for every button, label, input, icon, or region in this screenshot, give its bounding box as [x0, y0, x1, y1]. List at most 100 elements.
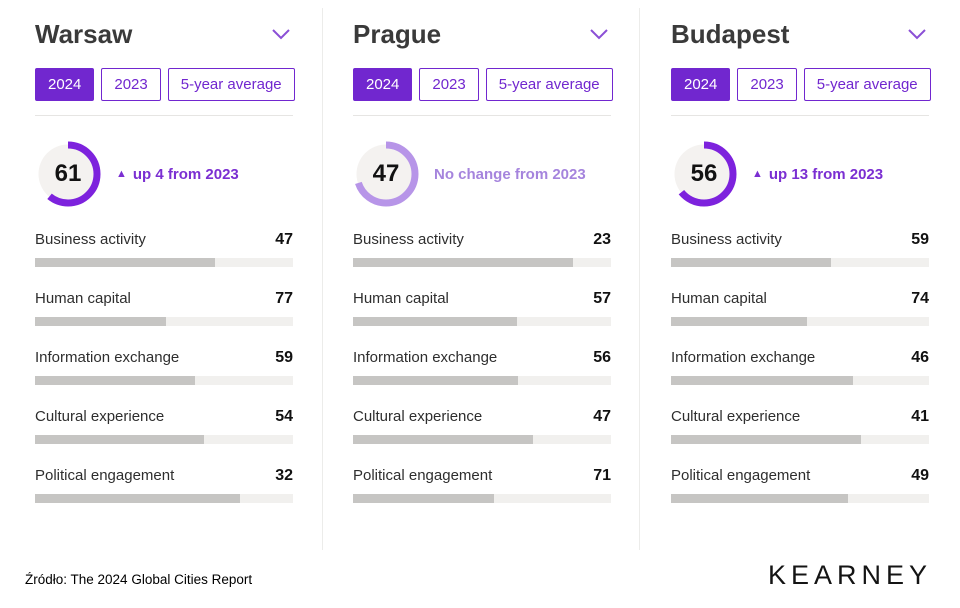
metric-label: Cultural experience — [353, 408, 483, 425]
score-change-text: up 4 from 2023 — [132, 165, 239, 183]
metric-bar-fill — [353, 376, 519, 385]
score-change-text: No change from 2023 — [434, 165, 586, 183]
period-tabs: 2024 2023 5-year average — [35, 68, 295, 101]
tab-2024[interactable]: 2024 — [353, 68, 413, 101]
metric-value: 54 — [275, 408, 293, 425]
tab-2024[interactable]: 2024 — [35, 68, 95, 101]
period-tabs: 2024 2023 5-year average — [353, 68, 613, 101]
metric-label: Human capital — [353, 290, 449, 307]
score-change-text: up 13 from 2023 — [768, 165, 884, 183]
metric-bar — [353, 317, 611, 326]
metric-bar — [671, 258, 929, 267]
metric-label: Human capital — [671, 290, 767, 307]
metric-row: Business activity 59 — [671, 231, 929, 267]
divider — [671, 115, 929, 116]
metric-label: Political engagement — [671, 467, 811, 484]
tab-5-year-average[interactable]: 5-year average — [167, 68, 295, 101]
tab-2023[interactable]: 2023 — [419, 68, 479, 101]
metric-value: 41 — [911, 408, 929, 425]
metric-label: Business activity — [671, 231, 782, 248]
kearney-logo: KEARNEY — [767, 560, 932, 590]
city-panel-prague: Prague 2024 2023 5-year average 47 — [353, 16, 613, 503]
divider — [35, 115, 293, 116]
source-note: Źródło: The 2024 Global Cities Report — [25, 572, 253, 587]
tab-2023[interactable]: 2023 — [101, 68, 161, 101]
metric-label: Political engagement — [353, 467, 493, 484]
city-panel-budapest: Budapest 2024 2023 5-year average 56 — [671, 16, 931, 503]
metric-row: Cultural experience 47 — [353, 408, 611, 444]
metric-row: Information exchange 46 — [671, 349, 929, 385]
city-title: Warsaw — [35, 18, 133, 49]
metric-value: 77 — [275, 290, 293, 307]
metric-bar-fill — [353, 435, 534, 444]
metric-label: Information exchange — [671, 349, 816, 366]
panel-divider — [639, 8, 640, 550]
score-row: 47 No change from 2023 — [353, 140, 611, 208]
metric-label: Business activity — [35, 231, 146, 248]
tab-5-year-average[interactable]: 5-year average — [803, 68, 931, 101]
metric-bar — [671, 494, 929, 503]
metric-bar — [35, 376, 293, 385]
chevron-down-icon[interactable] — [587, 24, 611, 44]
chevron-down-icon[interactable] — [269, 24, 293, 44]
metric-bar-fill — [671, 494, 848, 503]
metric-value: 59 — [911, 231, 929, 248]
metric-bar — [671, 317, 929, 326]
metric-bar-fill — [353, 258, 574, 267]
metric-bar-fill — [671, 376, 853, 385]
metric-value: 59 — [275, 349, 293, 366]
metric-row: Human capital 57 — [353, 290, 611, 326]
metric-row: Political engagement 49 — [671, 467, 929, 503]
chevron-down-icon[interactable] — [905, 24, 929, 44]
score-row: 56 ▲ up 13 from 2023 — [671, 140, 929, 208]
metric-bar — [353, 258, 611, 267]
score-change: ▲ up 13 from 2023 — [752, 166, 883, 183]
score-gauge: 47 — [353, 141, 419, 207]
up-triangle-icon: ▲ — [752, 168, 763, 180]
metric-bar — [35, 258, 293, 267]
metric-label: Cultural experience — [35, 408, 165, 425]
score-value: 56 — [690, 160, 718, 187]
score-change: ▲ up 4 from 2023 — [116, 166, 239, 183]
metric-row: Political engagement 71 — [353, 467, 611, 503]
metric-label: Business activity — [353, 231, 464, 248]
metric-label: Human capital — [35, 290, 131, 307]
score-value: 61 — [54, 160, 82, 187]
score-value: 47 — [372, 160, 400, 187]
metric-value: 74 — [911, 290, 929, 307]
city-selector-budapest[interactable]: Budapest — [671, 16, 929, 52]
score-gauge: 61 — [35, 141, 101, 207]
metric-row: Human capital 74 — [671, 290, 929, 326]
metric-bar — [353, 435, 611, 444]
metric-bar — [353, 494, 611, 503]
score-gauge: 56 — [671, 141, 737, 207]
period-tabs: 2024 2023 5-year average — [671, 68, 931, 101]
metric-bar-fill — [671, 258, 832, 267]
metric-row: Political engagement 32 — [35, 467, 293, 503]
tab-2024[interactable]: 2024 — [671, 68, 731, 101]
city-selector-prague[interactable]: Prague — [353, 16, 611, 52]
metric-row: Human capital 77 — [35, 290, 293, 326]
tab-2023[interactable]: 2023 — [737, 68, 797, 101]
score-row: 61 ▲ up 4 from 2023 — [35, 140, 293, 208]
metric-bar-fill — [671, 317, 807, 326]
divider — [353, 115, 611, 116]
metric-value: 32 — [275, 467, 293, 484]
city-title: Budapest — [671, 18, 790, 49]
metric-row: Information exchange 59 — [35, 349, 293, 385]
metric-bar-fill — [35, 317, 166, 326]
city-selector-warsaw[interactable]: Warsaw — [35, 16, 293, 52]
metric-bar-fill — [353, 494, 494, 503]
city-panel-warsaw: Warsaw 2024 2023 5-year average 61 — [35, 16, 295, 503]
metric-row: Information exchange 56 — [353, 349, 611, 385]
metric-bar — [35, 317, 293, 326]
metric-label: Information exchange — [353, 349, 498, 366]
tab-5-year-average[interactable]: 5-year average — [485, 68, 613, 101]
metric-bar-fill — [35, 258, 216, 267]
metric-bar — [35, 435, 293, 444]
metric-row: Cultural experience 41 — [671, 408, 929, 444]
metric-bar — [353, 376, 611, 385]
metric-bar — [671, 435, 929, 444]
metric-row: Business activity 23 — [353, 231, 611, 267]
